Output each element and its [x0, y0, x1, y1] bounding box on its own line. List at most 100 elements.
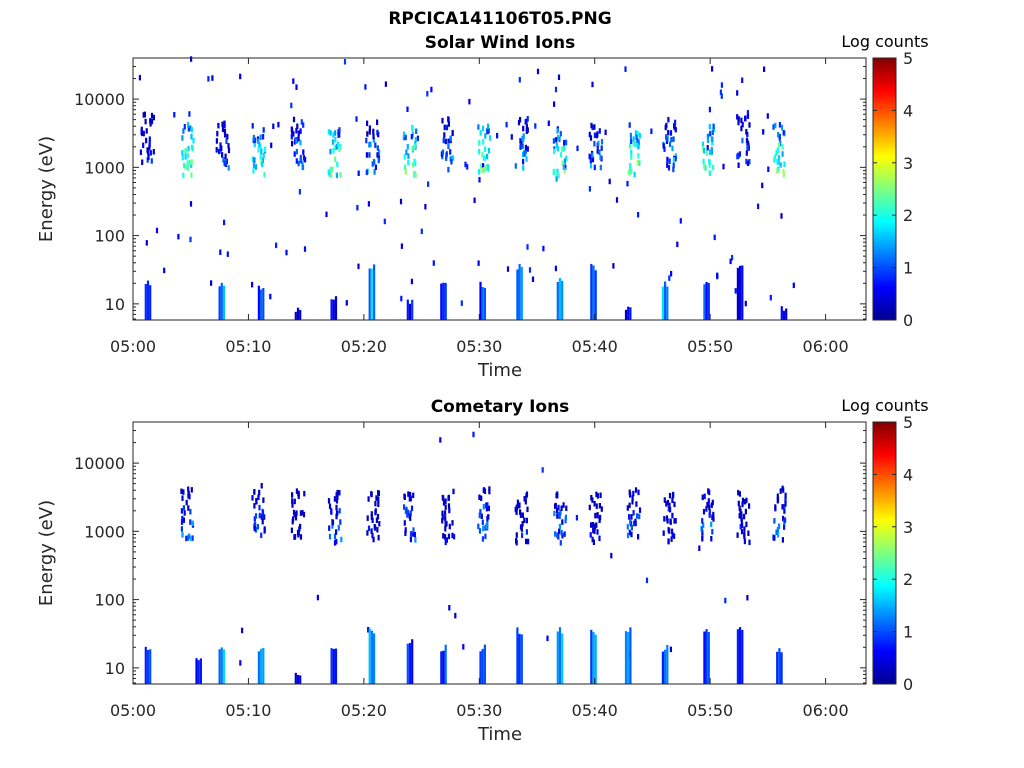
spectrum-cell — [256, 524, 259, 530]
spectrum-cell — [403, 131, 406, 137]
spectrum-cell — [301, 509, 304, 516]
spectrum-cell — [371, 532, 374, 539]
spectrum-cell — [413, 532, 416, 538]
noise-cell — [676, 241, 679, 248]
colorbar-ticks: 0 1 2 3 4 5 — [873, 413, 913, 694]
spectrum-cell — [302, 149, 305, 155]
spectrum-cell — [662, 530, 665, 536]
spectrum-cell — [258, 489, 261, 496]
spectrum-cell — [737, 162, 740, 168]
spectrum-cell — [477, 124, 480, 130]
spectrum-cell — [667, 538, 670, 545]
spectrum-cell — [638, 132, 642, 139]
spectrum-cell — [484, 146, 487, 153]
spectrum-cell — [478, 148, 481, 155]
spectrum-cell — [291, 492, 294, 498]
spectrum-cell — [773, 518, 776, 524]
spectrum-cell — [593, 141, 596, 147]
spectrum-cell — [262, 153, 265, 159]
spectrum-cell — [368, 152, 371, 158]
x-tick-label: 05:30 — [456, 701, 502, 720]
spectrum-cell — [448, 523, 451, 530]
burst-column — [483, 287, 486, 320]
spectrum-cell — [261, 157, 264, 164]
spectrum-cell — [410, 133, 413, 140]
spectrum-cell — [629, 166, 632, 172]
spectrum-cell — [737, 119, 740, 126]
spectrum-cell — [779, 140, 782, 147]
spectrum-cell — [447, 142, 450, 148]
spectrum-cell — [784, 496, 787, 503]
spectrum-cell — [666, 136, 669, 142]
spectrum-cell — [329, 166, 332, 173]
colorbar-tick-label: 1 — [903, 623, 913, 642]
spectrum-cell — [712, 516, 715, 522]
burst-column — [146, 650, 150, 684]
spectrum-cell — [637, 144, 640, 150]
spectrum-cell — [708, 170, 712, 176]
noise-cell — [454, 612, 457, 619]
spectrum-cell — [142, 142, 145, 149]
spectrum-cell — [224, 153, 227, 160]
spectrum-cell — [293, 151, 296, 157]
x-tick-label: 05:30 — [456, 337, 502, 356]
spectrum-cell — [299, 139, 302, 146]
spectrum-cell — [328, 533, 332, 540]
spectrum-cell — [518, 502, 521, 508]
spectrum-cell — [149, 121, 152, 127]
burst-column — [483, 644, 486, 684]
spectrum-cell — [524, 499, 527, 505]
burst-column — [144, 646, 147, 684]
spectrum-cell — [743, 499, 746, 505]
spectrum-cell — [556, 146, 560, 152]
spectrum-cell — [371, 517, 374, 523]
burst-column — [736, 267, 739, 320]
spectrum-cell — [338, 490, 341, 496]
spectrum-cell — [486, 128, 489, 135]
burst-column — [149, 285, 152, 320]
spectrum-cell — [263, 171, 266, 178]
spectrum-cell — [778, 155, 781, 161]
burst-column — [218, 649, 221, 684]
spectrum-cell — [181, 150, 184, 156]
spectrum-cell — [526, 506, 529, 513]
spectrum-cell — [254, 164, 257, 170]
noise-cell — [528, 267, 532, 273]
spectrum-cell — [414, 537, 417, 543]
burst-column — [518, 264, 521, 320]
spectrum-cell — [671, 493, 675, 499]
spectrum-cell — [293, 498, 296, 505]
spectrum-cell — [482, 167, 485, 173]
spectrum-cell — [409, 531, 413, 537]
spectrum-cell — [674, 518, 677, 524]
noise-cell — [400, 243, 403, 249]
spectrum-cell — [668, 141, 672, 147]
spectrum-cell — [556, 128, 559, 134]
noise-cell — [239, 660, 242, 666]
spectrum-cell — [666, 156, 669, 163]
noise-cell — [761, 182, 764, 189]
spectrum-cell — [593, 501, 596, 507]
spectrum-cell — [254, 137, 257, 143]
spectrum-cell — [778, 523, 781, 529]
spectrum-cell — [515, 532, 518, 538]
spectrum-cell — [775, 150, 778, 156]
spectrum-cell — [525, 156, 528, 162]
spectrum-cell — [148, 144, 151, 151]
spectrum-cell — [261, 518, 264, 525]
burst-column — [780, 652, 783, 684]
burst-column — [736, 629, 739, 684]
spectrum-cell — [378, 149, 381, 155]
spectrum-cell — [481, 152, 484, 158]
spectrum-cell — [376, 129, 379, 136]
spectrum-cell — [628, 514, 631, 520]
y-tick-label: 10000 — [74, 90, 125, 109]
spectrum-cell — [191, 535, 194, 541]
spectrum-cell — [335, 172, 338, 179]
burst-column — [520, 266, 523, 320]
spectrum-cell — [630, 531, 633, 538]
burst-column — [262, 647, 265, 684]
spectrum-cell — [516, 499, 519, 506]
spectrum-cell — [663, 146, 666, 152]
spectrum-cell — [140, 126, 143, 133]
